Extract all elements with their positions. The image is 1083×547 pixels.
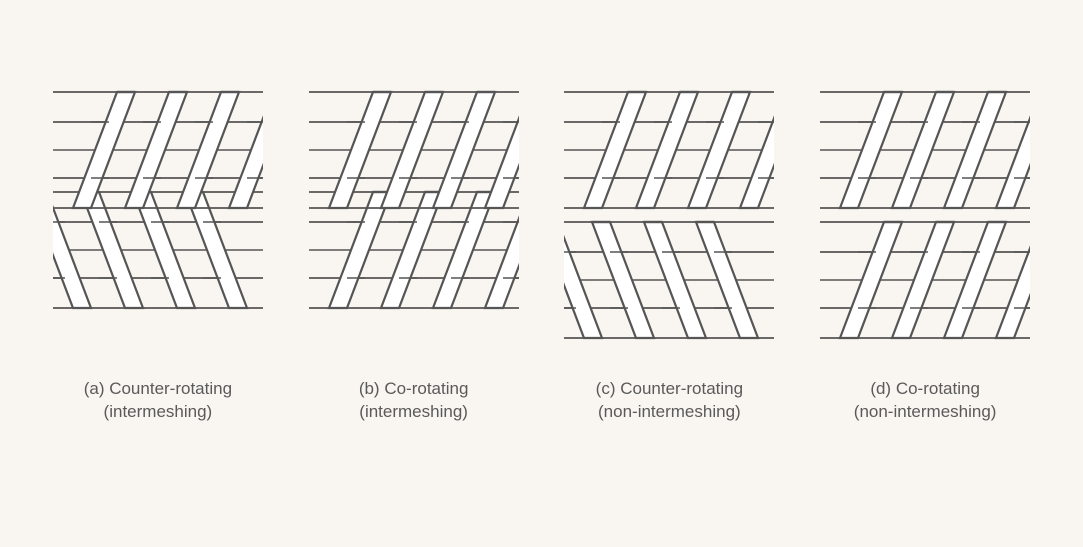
caption-b-line1: (b) Co-rotating — [359, 379, 469, 398]
caption-c-line2: (non-intermeshing) — [596, 401, 743, 424]
diagram-b — [309, 80, 519, 360]
caption-c-line1: (c) Counter-rotating — [596, 379, 743, 398]
caption-d-line2: (non-intermeshing) — [854, 401, 997, 424]
caption-b-line2: (intermeshing) — [359, 401, 469, 424]
caption-c: (c) Counter-rotating (non-intermeshing) — [596, 378, 743, 424]
caption-d-line1: (d) Co-rotating — [870, 379, 980, 398]
caption-a-line1: (a) Counter-rotating — [84, 379, 232, 398]
panel-b: (b) Co-rotating (intermeshing) — [309, 80, 519, 424]
caption-b: (b) Co-rotating (intermeshing) — [359, 378, 469, 424]
diagram-d — [820, 80, 1030, 360]
caption-a: (a) Counter-rotating (intermeshing) — [84, 378, 232, 424]
panel-a: (a) Counter-rotating (intermeshing) — [53, 80, 263, 424]
panel-c: (c) Counter-rotating (non-intermeshing) — [564, 80, 774, 424]
panel-d: (d) Co-rotating (non-intermeshing) — [820, 80, 1030, 424]
caption-d: (d) Co-rotating (non-intermeshing) — [854, 378, 997, 424]
caption-a-line2: (intermeshing) — [84, 401, 232, 424]
diagram-c — [564, 80, 774, 360]
diagram-a — [53, 80, 263, 360]
figure-container: (a) Counter-rotating (intermeshing) (b) … — [0, 0, 1083, 464]
